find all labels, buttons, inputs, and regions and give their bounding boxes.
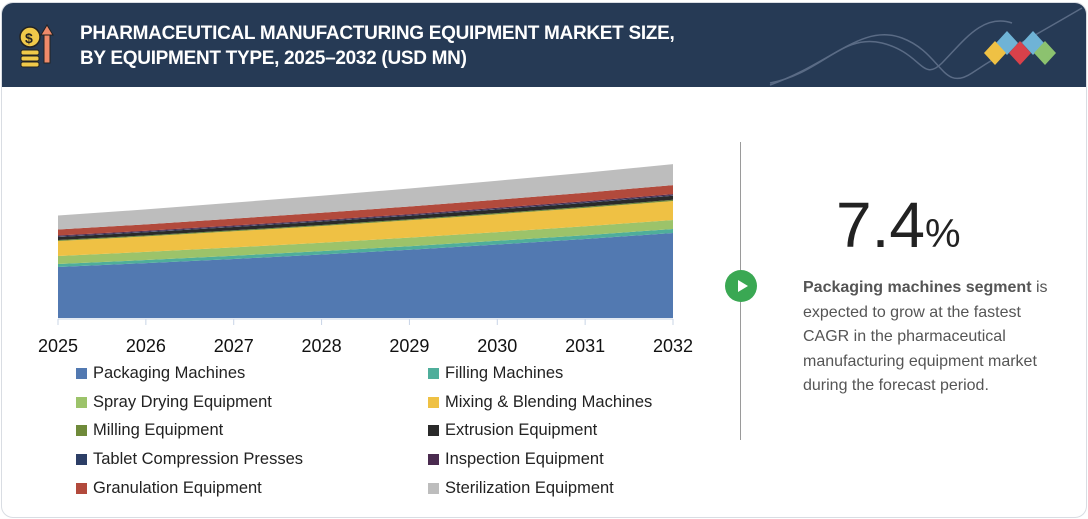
legend-item: Sterilization Equipment (428, 479, 614, 498)
cagr-description: Packaging machines segment is expected t… (803, 276, 1053, 399)
area-series-4 (58, 199, 673, 241)
area-series-0 (58, 233, 673, 318)
legend-label: Mixing & Blending Machines (445, 392, 653, 411)
legend-swatch (76, 482, 87, 494)
legend-label: Tablet Compression Presses (93, 450, 304, 469)
stacked-area-chart: 2025 2026 2027 2028 2029 2030 2031 2032 (38, 164, 693, 356)
area-series-1 (58, 229, 673, 267)
cagr-value: 7.4% (836, 188, 961, 262)
chart-title: PHARMACEUTICAL MANUFACTURING EQUIPMENT M… (80, 21, 675, 71)
legend-swatch (76, 368, 87, 379)
diamond-logo-icon (769, 7, 1083, 86)
x-tick-label: 2027 (214, 336, 254, 356)
legend-swatch (76, 396, 87, 408)
legend-swatch (76, 454, 87, 466)
title-line-2: BY EQUIPMENT TYPE, 2025–2032 (USD MN) (80, 48, 467, 69)
legend-item: Filling Machines (428, 364, 563, 383)
legend-label: Granulation Equipment (93, 478, 262, 497)
legend-label: Extrusion Equipment (445, 421, 598, 440)
title-line-1: PHARMACEUTICAL MANUFACTURING EQUIPMENT M… (80, 23, 675, 44)
legend-item: Granulation Equipment (76, 479, 262, 498)
legend-swatch (428, 454, 439, 466)
legend-item: Spray Drying Equipment (76, 393, 272, 412)
area-series-3 (58, 201, 673, 256)
legend-swatch (76, 425, 87, 437)
legend-item: Mixing & Blending Machines (428, 393, 652, 412)
dollar-coins-growth-icon: $ (19, 24, 54, 68)
legend-label: Packaging Machines (93, 364, 246, 382)
legend-swatch (428, 396, 439, 408)
cagr-unit: % (924, 212, 961, 256)
legend-item: Extrusion Equipment (428, 421, 597, 440)
play-icon[interactable] (725, 270, 757, 302)
x-tick-label: 2031 (565, 336, 605, 356)
header: $ PHARMACEUTICAL MANUFACTURING EQUIPMENT… (2, 3, 1086, 87)
legend-item: Packaging Machines (76, 364, 245, 383)
x-tick-label: 2030 (477, 336, 517, 356)
cagr-number: 7.4 (836, 189, 925, 261)
legend-swatch (428, 425, 439, 437)
legend-swatch (428, 482, 439, 494)
legend-label: Spray Drying Equipment (93, 392, 272, 411)
legend-label: Inspection Equipment (445, 450, 604, 469)
legend-item: Tablet Compression Presses (76, 450, 303, 469)
legend-label: Milling Equipment (93, 421, 224, 440)
x-tick-label: 2029 (389, 336, 429, 356)
x-tick-label: 2026 (126, 336, 166, 356)
legend-swatch (428, 368, 439, 379)
area-series-7 (58, 194, 673, 237)
x-tick-label: 2032 (653, 336, 693, 356)
area-series-5 (58, 195, 673, 240)
svg-text:$: $ (25, 30, 33, 46)
legend-label: Sterilization Equipment (445, 478, 614, 497)
legend-label: Filling Machines (445, 364, 564, 382)
legend-item: Inspection Equipment (428, 450, 604, 469)
area-series-9 (58, 164, 673, 230)
x-tick-label: 2028 (302, 336, 342, 356)
description-text: is expected to grow at the fastest CAGR … (803, 279, 1048, 394)
segment-name: Packaging machines segment (803, 279, 1032, 296)
legend-item: Milling Equipment (76, 421, 223, 440)
x-tick-label: 2025 (38, 336, 78, 356)
area-series-8 (58, 185, 673, 236)
area-series-2 (58, 220, 673, 264)
